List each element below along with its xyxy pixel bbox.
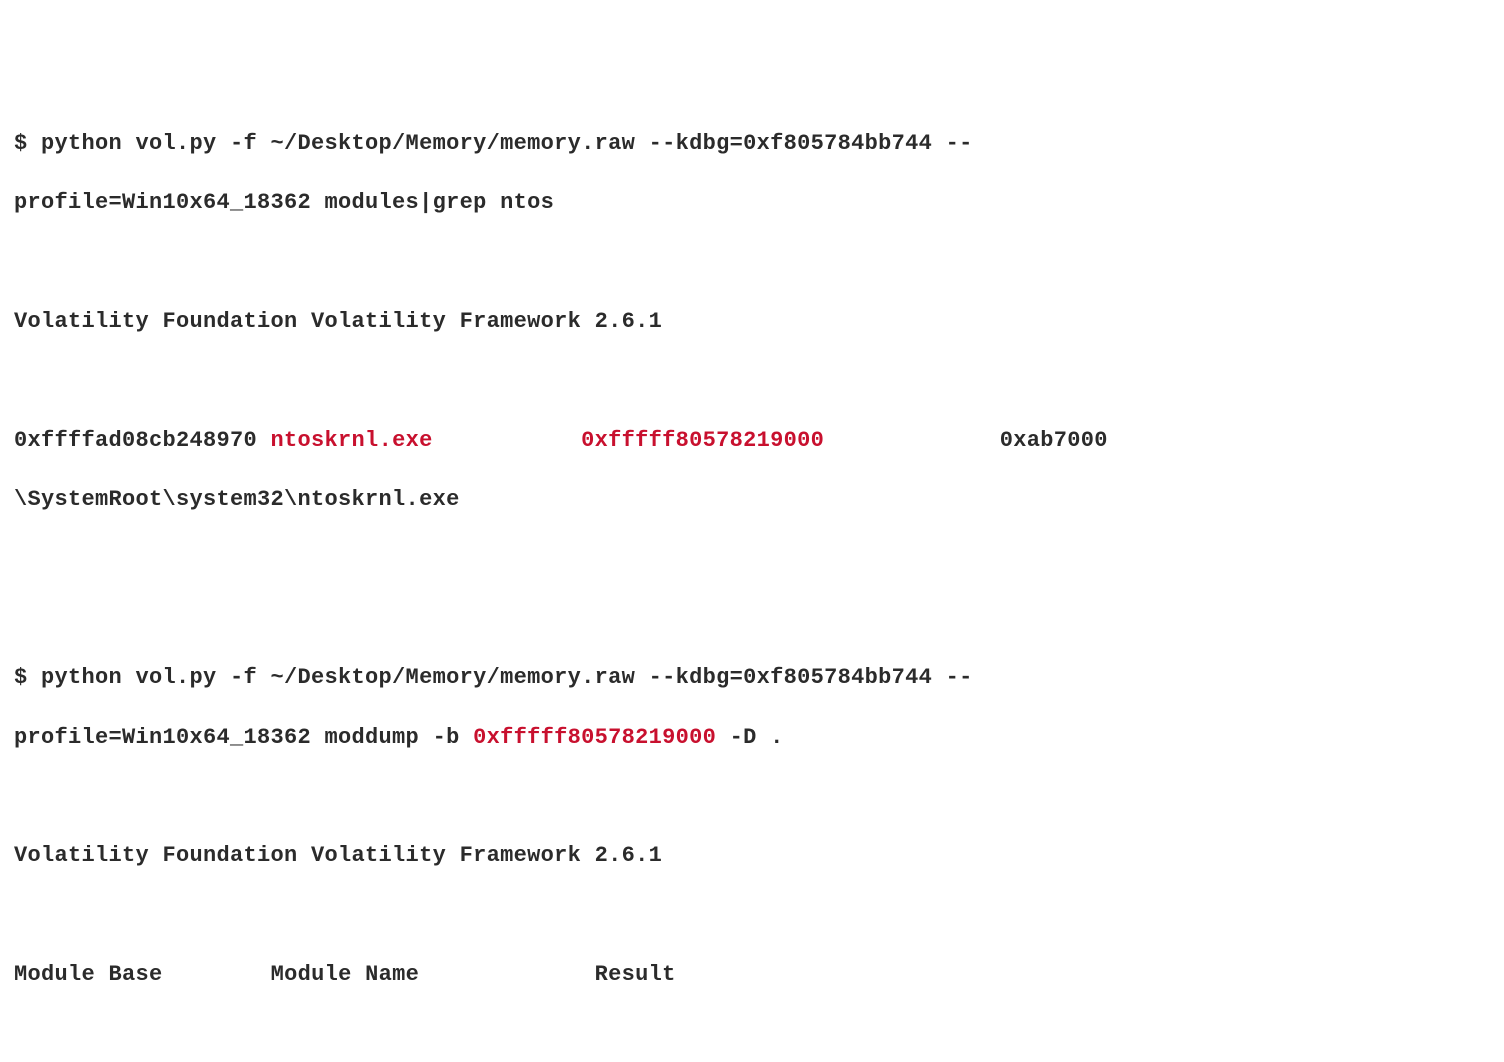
cmd2-a: $ python vol.py -f ~/Desktop/Memory/memo… [14,665,973,690]
blank-3 [14,544,1490,574]
cmd2-b-post: -D . [716,725,784,750]
mod-base-highlight: 0xfffff80578219000 [581,428,824,453]
blank-7 [14,1019,1490,1049]
cmd2-line1: $ python vol.py -f ~/Desktop/Memory/memo… [14,663,1490,693]
cmd2-b-addr-highlight: 0xfffff80578219000 [473,725,716,750]
col-gap1 [163,962,271,987]
col-base: Module Base [14,962,163,987]
cmd1-line2: profile=Win10x64_18362 modules|grep ntos [14,188,1490,218]
table-header: Module Base Module Name Result [14,960,1490,990]
mod-size: 0xab7000 [1000,428,1108,453]
mod-offset: 0xffffad08cb248970 [14,428,271,453]
blank-5 [14,782,1490,812]
blank-4 [14,604,1490,634]
blank-2 [14,366,1490,396]
blank-6 [14,901,1490,931]
col-gap2 [419,962,595,987]
cmd2-b-pre: profile=Win10x64_18362 moddump -b [14,725,473,750]
cmd1-line1: $ python vol.py -f ~/Desktop/Memory/memo… [14,129,1490,159]
col-result: Result [595,962,676,987]
col-name: Module Name [271,962,420,987]
mod-gap1 [433,428,582,453]
blank-1 [14,248,1490,278]
modules-row: 0xffffad08cb248970 ntoskrnl.exe 0xfffff8… [14,426,1490,456]
mod-gap2 [824,428,1000,453]
mod-path: \SystemRoot\system32\ntoskrnl.exe [14,485,1490,515]
vol-header-2: Volatility Foundation Volatility Framewo… [14,841,1490,871]
mod-name-highlight: ntoskrnl.exe [271,428,433,453]
vol-header-1: Volatility Foundation Volatility Framewo… [14,307,1490,337]
cmd2-line2: profile=Win10x64_18362 moddump -b 0xffff… [14,723,1490,753]
